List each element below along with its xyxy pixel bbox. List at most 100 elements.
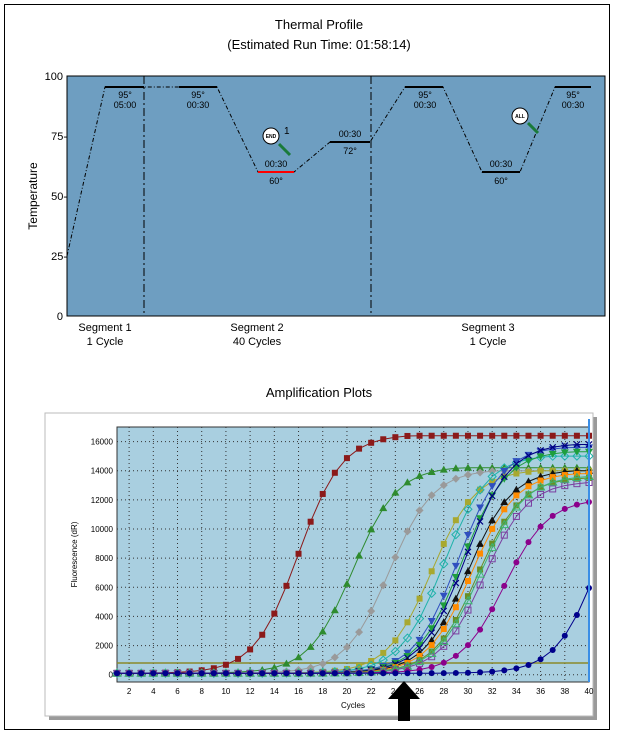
amp-point: [476, 468, 485, 477]
amp-point: [426, 588, 437, 598]
amp-xtick-label: 16: [294, 687, 303, 696]
amp-point: [380, 436, 387, 443]
amp-point: [404, 432, 411, 439]
step-2-temp: 95°: [191, 90, 205, 100]
amp-point: [452, 432, 459, 439]
amp-point: [150, 670, 157, 677]
amp-point: [114, 670, 120, 677]
amp-point: [355, 628, 364, 637]
amp-point: [294, 653, 303, 661]
amp-point: [451, 618, 461, 628]
amp-point: [451, 562, 460, 570]
amp-point: [210, 670, 217, 677]
step-1-temp: 95°: [118, 90, 132, 100]
amp-point: [247, 646, 254, 653]
amp-point: [475, 569, 485, 578]
amp-point: [573, 475, 580, 482]
amp-point: [404, 670, 411, 677]
amp-point: [476, 581, 484, 589]
amp-point: [488, 467, 497, 476]
amp-point: [560, 451, 570, 461]
amp-point: [331, 469, 338, 476]
amp-point: [464, 642, 471, 649]
segment-1-cycles: 1 Cycle: [87, 336, 124, 348]
step-7-temp: 95°: [566, 90, 580, 100]
amp-point: [440, 659, 447, 666]
amp-point: [561, 632, 568, 639]
amp-point: [489, 525, 496, 532]
amp-point: [452, 627, 460, 635]
amp-point: [439, 618, 448, 626]
amp-point: [438, 636, 449, 645]
thermal-ylabel: Temperature: [26, 162, 40, 230]
amp-point: [559, 474, 570, 483]
thermal-ytick-100: 100: [45, 71, 63, 83]
amp-point: [511, 502, 522, 511]
segment-3-name[interactable]: Segment 3: [461, 322, 514, 334]
amp-point: [403, 652, 412, 660]
step-7-time: 00:30: [562, 100, 585, 110]
amp-point: [500, 531, 508, 539]
step-6-temp: 60°: [494, 176, 508, 186]
amp-point: [572, 448, 581, 456]
amp-ytick-label: 0: [109, 671, 114, 680]
amp-point: [525, 661, 532, 668]
thermal-ytick-50: 50-: [51, 191, 67, 203]
segment-1-name[interactable]: Segment 1: [78, 322, 131, 334]
amp-point: [174, 670, 181, 677]
amp-point: [463, 504, 473, 514]
amp-point: [343, 670, 350, 677]
amp-point: [537, 467, 544, 474]
amp-point: [464, 577, 471, 584]
amp-point: [488, 555, 496, 563]
amp-point: [463, 543, 472, 551]
amp-point: [235, 670, 242, 677]
end-count: 1: [284, 126, 290, 137]
amp-point: [501, 667, 508, 674]
amp-point: [222, 670, 229, 677]
amp-point: [391, 553, 400, 562]
segment-2-name[interactable]: Segment 2: [230, 322, 283, 334]
amp-point: [451, 529, 461, 540]
amp-point: [513, 502, 520, 509]
amp-point: [427, 636, 436, 644]
amp-point: [535, 481, 546, 491]
end-data-collection-icon[interactable]: END: [262, 127, 292, 157]
amp-point: [283, 670, 290, 677]
amp-xtick-label: 6: [175, 687, 180, 696]
amp-point: [475, 485, 485, 495]
amp-point: [126, 670, 133, 677]
amp-point: [573, 501, 580, 508]
amp-point: [513, 559, 520, 566]
amp-point: [463, 531, 472, 539]
amp-point: [488, 483, 497, 491]
all-data-collection-icon[interactable]: ALL: [511, 107, 540, 135]
amp-point: [331, 670, 338, 677]
thermal-subtitle: (Estimated Run Time: 01:58:14): [227, 37, 411, 52]
amp-point: [426, 648, 437, 657]
amp-point: [428, 568, 435, 575]
amp-point: [428, 642, 435, 649]
amp-ytick-label: 8000: [95, 554, 113, 563]
thermal-profile-chart: Thermal Profile (Estimated Run Time: 01:…: [26, 17, 606, 348]
amp-point: [501, 432, 508, 439]
thermal-title: Thermal Profile: [275, 17, 363, 32]
amp-point: [439, 592, 448, 600]
amp-point: [463, 470, 472, 479]
amp-point: [464, 669, 471, 676]
amp-point: [367, 525, 376, 533]
amp-point: [390, 646, 401, 657]
amp-point: [392, 670, 399, 677]
amp-point: [319, 490, 326, 497]
amp-point: [513, 432, 520, 439]
amp-point: [512, 458, 521, 466]
amp-point: [356, 670, 363, 677]
amp-point: [318, 659, 327, 668]
amp-xtick-label: 20: [342, 687, 351, 696]
all-icon-label: ALL: [515, 114, 525, 120]
amp-xtick-label: 12: [246, 687, 255, 696]
amp-point: [259, 631, 266, 638]
amp-point: [452, 604, 459, 611]
amp-point: [524, 499, 532, 507]
amp-point: [392, 637, 399, 644]
